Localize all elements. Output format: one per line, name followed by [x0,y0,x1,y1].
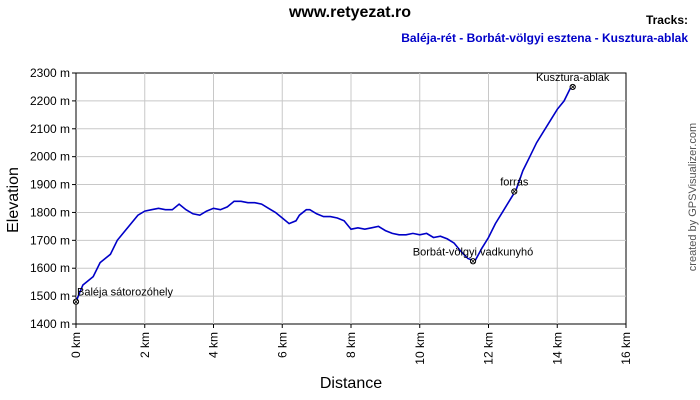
x-tick-label: 14 km [550,332,564,365]
x-tick-label: 4 km [207,332,221,358]
y-tick-label: 1500 m [30,289,70,303]
y-tick-label: 1700 m [30,233,70,247]
x-tick-label: 0 km [69,332,83,358]
y-tick-label: 2300 m [30,66,70,80]
waypoint-cross [570,84,576,90]
waypoint-label: Baléja sátorozóhely [77,287,174,299]
y-tick-label: 2100 m [30,122,70,136]
y-tick-label: 1600 m [30,261,70,275]
y-tick-label: 1900 m [30,178,70,192]
y-tick-label: 1400 m [30,317,70,331]
waypoints: Baléja sátorozóhely Borbát-völgyi vadkuny… [72,72,610,305]
waypoint-cross [470,258,476,264]
waypoint-label: Kusztura-ablak [536,72,610,84]
y-axis-label: Elevation [5,167,22,233]
track-name-legend: Baléja-rét - Borbát-völgyi esztena - Kus… [401,31,688,45]
elevation-line [75,86,572,303]
x-tick-label: 6 km [275,332,289,358]
waypoint-cross [73,299,79,304]
x-tick-label: 16 km [619,332,633,365]
axis-ticks: 0 km 2 km 4 km 6 km 8 km 10 km 12 km 14 km 16 km… [30,66,633,365]
waypoint-label: forrás [500,177,529,189]
grid-lines [76,73,626,324]
x-axis-label: Distance [320,375,382,392]
x-tick-label: 10 km [413,332,427,365]
x-tick-label: 2 km [138,332,152,358]
x-tick-label: 8 km [344,332,358,358]
y-tick-label: 2000 m [30,150,70,164]
x-tick-label: 12 km [482,332,496,365]
y-tick-label: 1800 m [30,205,70,219]
waypoint-label: Borbát-völgyi vadkunyhó [413,246,533,258]
page-title: www.retyezat.ro [288,4,412,21]
tracks-heading: Tracks: [645,13,688,27]
waypoint-cross [511,189,517,194]
y-tick-label: 2200 m [30,94,70,108]
